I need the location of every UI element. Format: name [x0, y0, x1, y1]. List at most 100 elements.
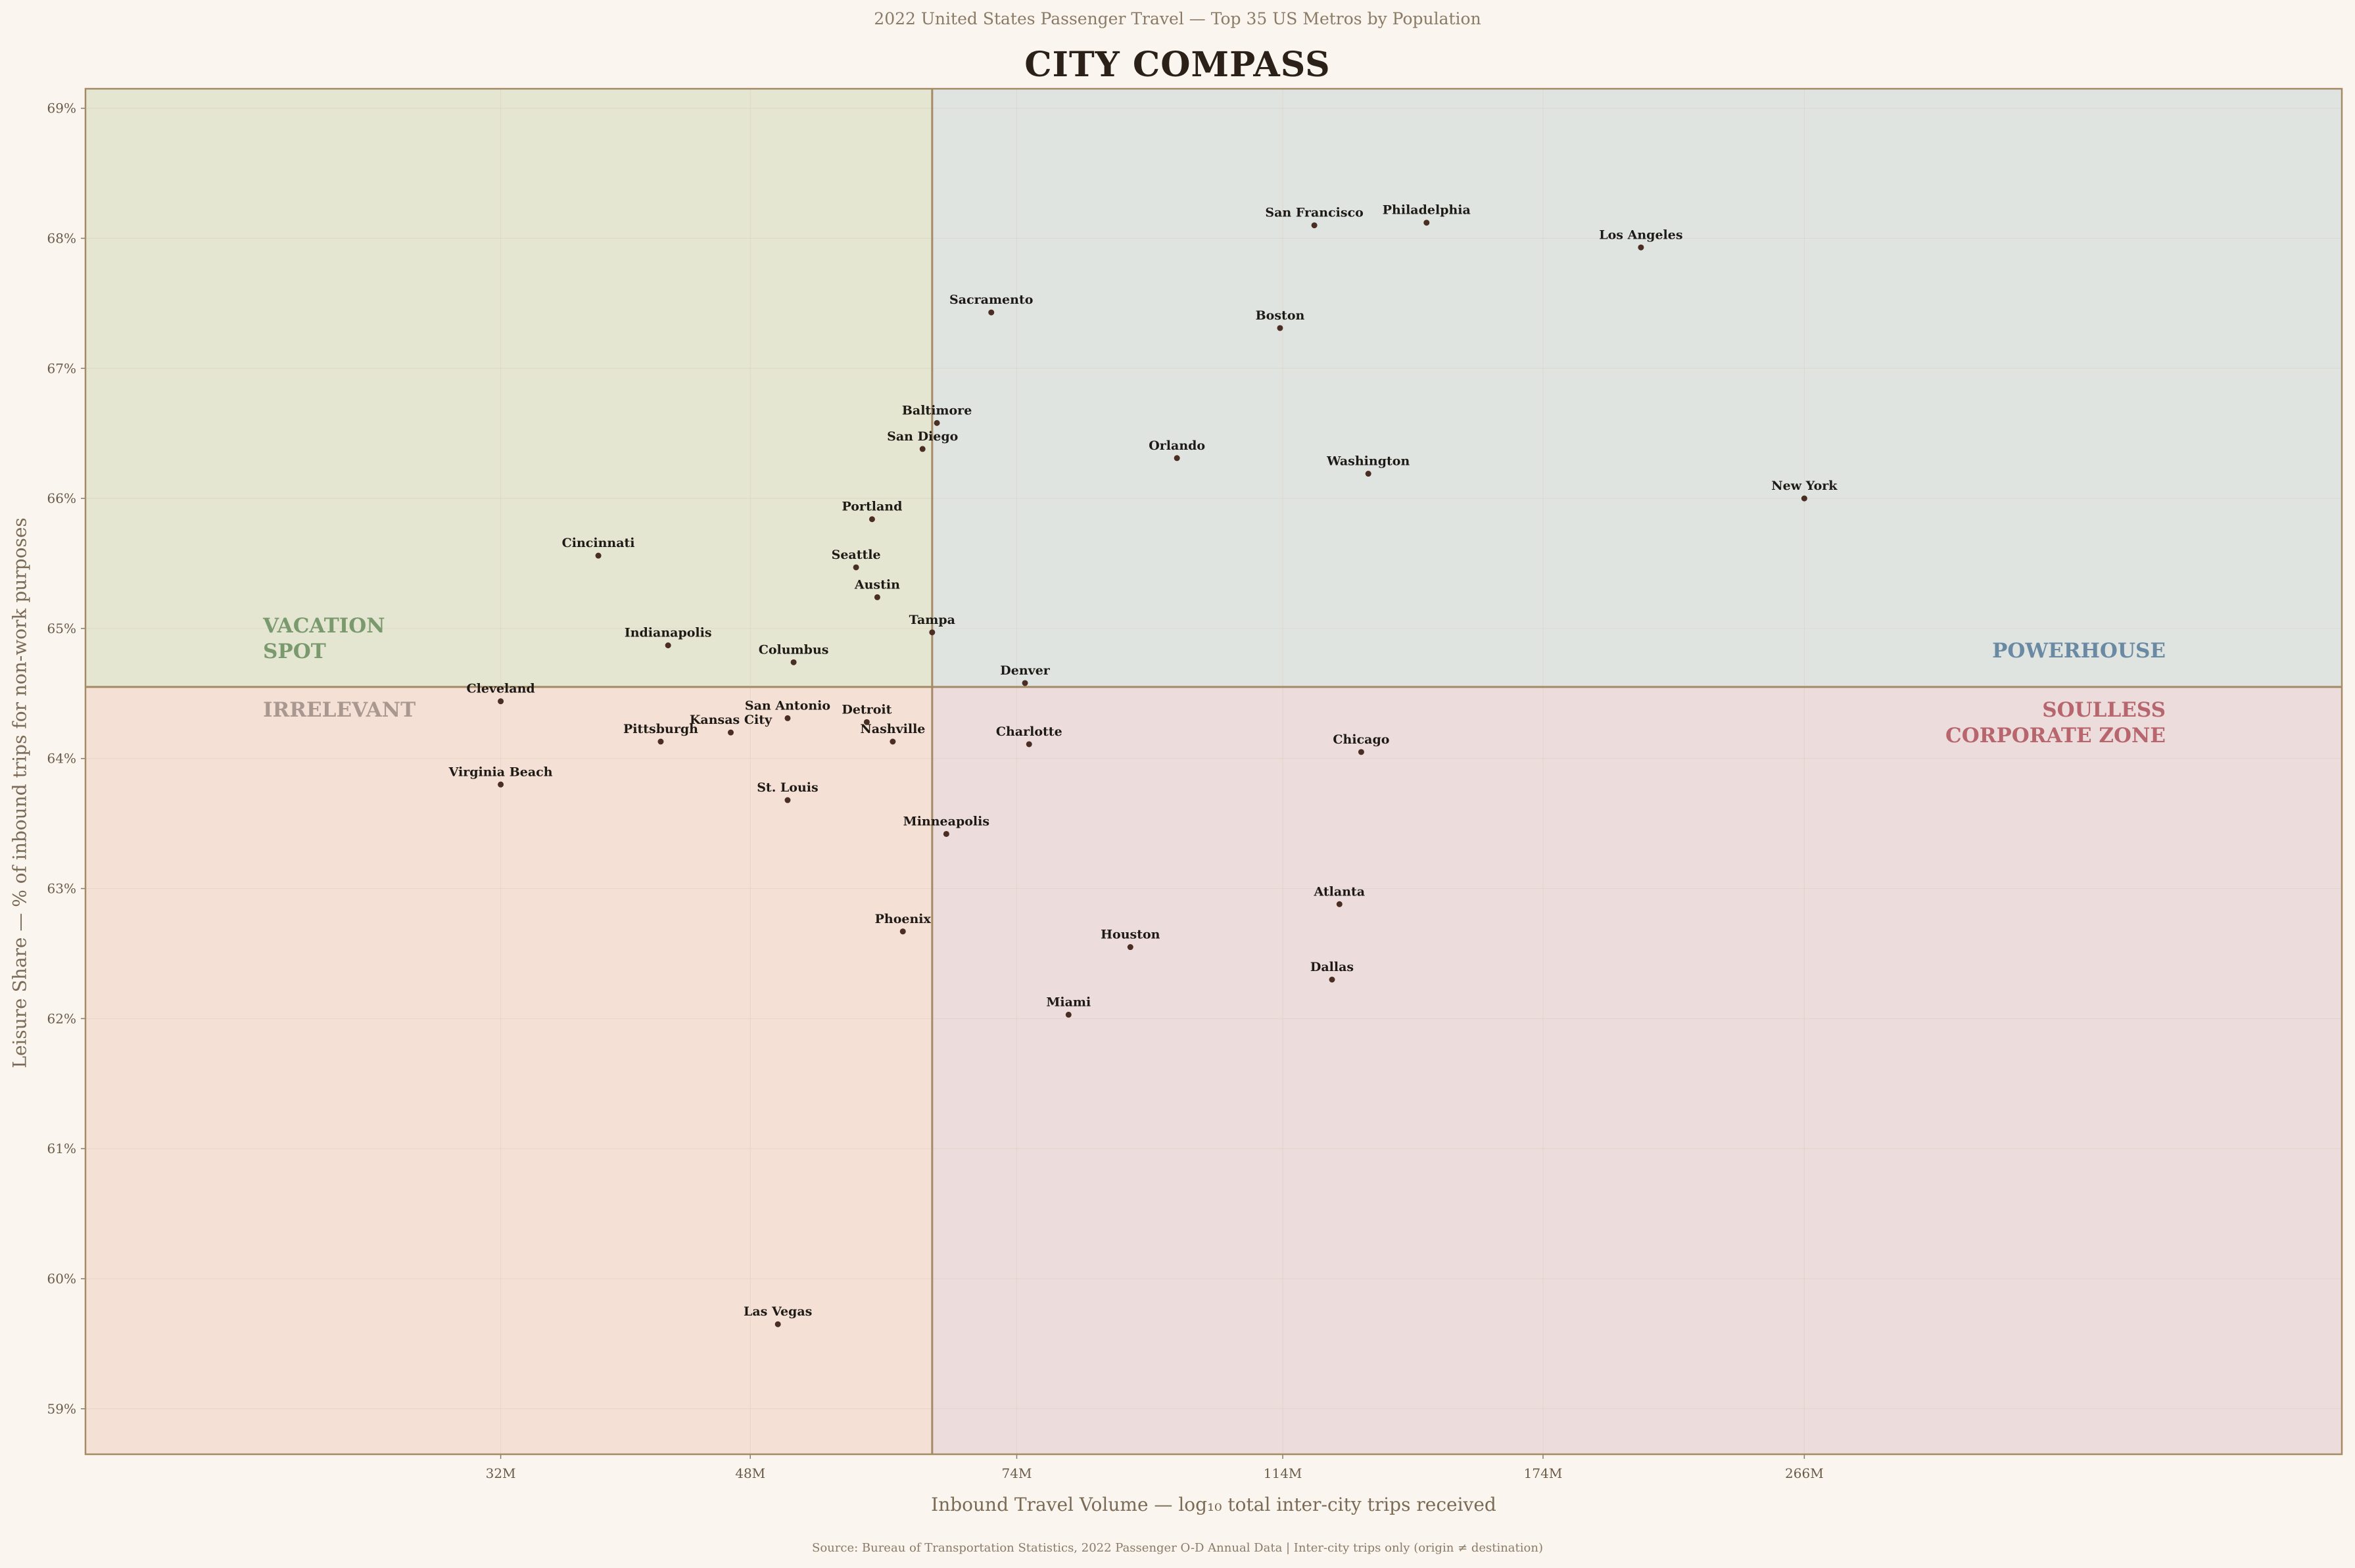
label-st-louis: St. Louis	[757, 780, 819, 795]
quadrant-soulless-corporate-zone	[932, 686, 2342, 1454]
y-tick-label: 61%	[47, 1141, 76, 1156]
quadrant-label-soulless: SOULLESS CORPORATE ZONE	[1945, 698, 2166, 748]
point-seattle	[853, 564, 859, 571]
quadrant-label-powerhouse: POWERHOUSE	[1992, 639, 2166, 663]
label-sacramento: Sacramento	[949, 293, 1033, 307]
y-tick-label: 66%	[47, 490, 76, 506]
label-miami: Miami	[1046, 995, 1091, 1009]
label-philadelphia: Philadelphia	[1383, 203, 1471, 218]
y-tick-label: 65%	[47, 621, 76, 636]
point-san-francisco	[1311, 222, 1318, 229]
point-detroit	[863, 719, 870, 725]
point-minneapolis	[943, 830, 949, 837]
label-cincinnati: Cincinnati	[562, 536, 635, 550]
quadrant-vacation-spot	[85, 89, 932, 687]
label-minneapolis: Minneapolis	[903, 814, 989, 828]
label-las-vegas: Las Vegas	[744, 1304, 812, 1319]
label-chicago: Chicago	[1333, 732, 1389, 747]
y-tick-label: 60%	[47, 1271, 76, 1287]
point-new-york	[1801, 495, 1807, 502]
point-las-vegas	[774, 1321, 781, 1327]
point-orlando	[1174, 455, 1180, 462]
point-st-louis	[784, 797, 791, 803]
point-boston	[1277, 325, 1283, 331]
point-san-diego	[919, 446, 926, 452]
x-tick-label: 32M	[486, 1465, 516, 1481]
label-kansas-city: Kansas City	[690, 713, 773, 727]
label-baltimore: Baltimore	[902, 403, 972, 417]
point-nashville	[890, 738, 896, 745]
quadrant-irrelevant	[85, 686, 932, 1454]
label-pittsburgh: Pittsburgh	[623, 722, 698, 736]
y-axis-label: Leisure Share — % of inbound trips for n…	[9, 517, 31, 1068]
point-atlanta	[1336, 901, 1343, 907]
point-kansas-city	[727, 729, 734, 736]
x-tick-label: 114M	[1264, 1465, 1302, 1481]
point-washington	[1365, 471, 1371, 477]
x-axis-label: Inbound Travel Volume — log₁₀ total inte…	[931, 1494, 1496, 1515]
point-cincinnati	[595, 552, 602, 559]
label-san-antonio: San Antonio	[745, 698, 830, 713]
y-tick-label: 62%	[47, 1010, 76, 1026]
point-dallas	[1329, 976, 1335, 983]
point-pittsburgh	[657, 738, 664, 745]
x-tick-label: 48M	[735, 1465, 765, 1481]
label-dallas: Dallas	[1310, 960, 1354, 974]
point-miami	[1065, 1011, 1072, 1018]
chart-supertitle: 2022 United States Passenger Travel — To…	[874, 9, 1481, 28]
label-columbus: Columbus	[759, 642, 829, 657]
point-austin	[874, 594, 880, 600]
label-detroit: Detroit	[842, 702, 892, 717]
label-tampa: Tampa	[909, 613, 955, 627]
source-note: Source: Bureau of Transportation Statist…	[812, 1541, 1543, 1555]
label-san-diego: San Diego	[887, 429, 958, 444]
point-los-angeles	[1638, 244, 1644, 250]
point-charlotte	[1026, 741, 1032, 748]
point-baltimore	[934, 419, 940, 426]
point-virginia-beach	[498, 781, 504, 788]
point-denver	[1022, 680, 1028, 686]
quadrant-label-vacation-spot: VACATION SPOT	[262, 614, 385, 663]
label-boston: Boston	[1256, 308, 1305, 323]
label-nashville: Nashville	[860, 722, 925, 736]
point-indianapolis	[665, 642, 671, 649]
point-philadelphia	[1423, 220, 1430, 226]
point-cleveland	[498, 698, 504, 705]
label-phoenix: Phoenix	[875, 912, 932, 926]
y-tick-label: 69%	[47, 101, 76, 116]
label-atlanta: Atlanta	[1314, 884, 1366, 899]
point-columbus	[790, 659, 797, 665]
label-indianapolis: Indianapolis	[625, 626, 712, 640]
label-san-francisco: San Francisco	[1265, 206, 1363, 220]
label-portland: Portland	[842, 500, 902, 514]
quadrant-powerhouse	[932, 89, 2342, 687]
point-portland	[868, 516, 875, 523]
point-san-antonio	[784, 715, 791, 721]
y-tick-label: 63%	[47, 881, 76, 897]
y-tick-label: 59%	[47, 1401, 76, 1417]
point-tampa	[929, 629, 936, 636]
label-seattle: Seattle	[832, 548, 881, 562]
x-tick-label: 174M	[1524, 1465, 1563, 1481]
label-los-angeles: Los Angeles	[1599, 227, 1682, 242]
label-washington: Washington	[1326, 454, 1410, 469]
point-chicago	[1358, 749, 1364, 755]
label-new-york: New York	[1771, 479, 1838, 493]
point-houston	[1127, 944, 1133, 951]
y-tick-label: 68%	[47, 230, 76, 246]
label-cleveland: Cleveland	[466, 682, 535, 696]
label-austin: Austin	[854, 577, 900, 592]
label-charlotte: Charlotte	[996, 725, 1062, 739]
x-tick-label: 74M	[1002, 1465, 1032, 1481]
plot-frame	[84, 87, 2343, 1456]
label-virginia-beach: Virginia Beach	[448, 765, 553, 779]
point-phoenix	[899, 928, 906, 935]
label-houston: Houston	[1101, 928, 1160, 942]
quadrant-label-irrelevant: IRRELEVANT	[263, 698, 416, 722]
chart-title: CITY COMPASS	[1024, 45, 1331, 85]
y-tick-label: 64%	[47, 751, 76, 767]
x-tick-label: 266M	[1785, 1465, 1824, 1481]
label-orlando: Orlando	[1149, 439, 1205, 453]
point-sacramento	[988, 309, 995, 316]
